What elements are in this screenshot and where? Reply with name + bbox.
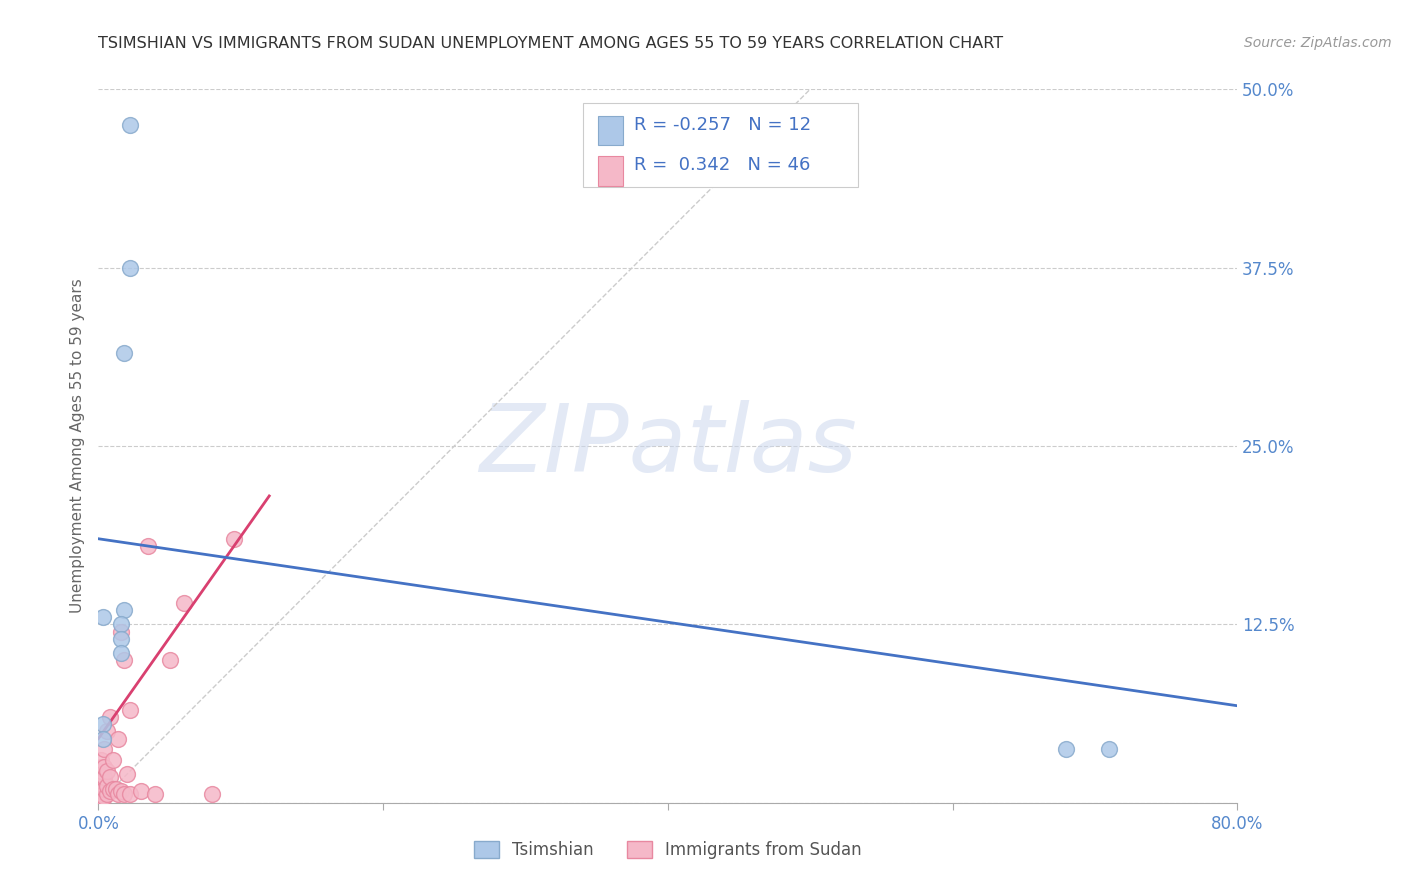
Legend: Tsimshian, Immigrants from Sudan: Tsimshian, Immigrants from Sudan (467, 834, 869, 866)
Point (90, 779, 112, 793)
Point (96, 779, 118, 793)
Point (98, 784, 121, 798)
Point (1098, 741, 1121, 756)
Point (90, 774, 112, 789)
Point (107, 731, 129, 746)
Point (159, 653, 181, 667)
Point (115, 767, 138, 781)
Text: R =  0.342   N = 46: R = 0.342 N = 46 (634, 156, 810, 174)
Point (90, 784, 112, 798)
Point (91, 717, 114, 731)
Text: Source: ZipAtlas.com: Source: ZipAtlas.com (1244, 36, 1392, 50)
Point (110, 632, 132, 646)
Point (201, 787, 224, 801)
Point (112, 346, 135, 360)
Point (93, 741, 115, 756)
Point (129, 784, 152, 798)
Point (222, 532, 245, 546)
Point (93, 790, 115, 805)
Point (107, 787, 129, 801)
Text: R = -0.257   N = 12: R = -0.257 N = 12 (634, 116, 811, 134)
Point (93, 770, 115, 784)
Point (96, 724, 118, 739)
Point (101, 781, 124, 796)
Point (93, 781, 115, 796)
Point (93, 760, 115, 774)
Point (90, 793, 112, 807)
Point (110, 624, 132, 639)
Point (118, 118, 141, 132)
Point (90, 793, 112, 807)
Point (136, 539, 159, 553)
Point (91, 731, 114, 746)
Point (98, 710, 121, 724)
Point (90, 753, 112, 767)
Point (173, 596, 195, 610)
Point (90, 781, 112, 796)
Y-axis label: Unemployment Among Ages 55 to 59 years: Unemployment Among Ages 55 to 59 years (70, 278, 86, 614)
Point (110, 784, 132, 798)
Point (90, 770, 112, 784)
Point (118, 787, 141, 801)
Point (1056, 741, 1078, 756)
Point (96, 764, 118, 779)
Point (90, 760, 112, 774)
Point (90, 767, 112, 781)
Point (112, 787, 135, 801)
Point (112, 653, 135, 667)
Point (90, 764, 112, 779)
Point (90, 790, 112, 805)
Point (118, 260, 141, 275)
Point (110, 617, 132, 632)
Point (104, 781, 127, 796)
Point (90, 787, 112, 801)
Point (90, 793, 112, 807)
Point (110, 646, 132, 660)
Point (101, 753, 124, 767)
Point (91, 610, 114, 624)
Point (90, 793, 112, 807)
Point (112, 603, 135, 617)
Text: ZIPatlas: ZIPatlas (479, 401, 856, 491)
Point (98, 770, 121, 784)
Point (118, 703, 141, 717)
Point (145, 787, 167, 801)
Point (96, 787, 118, 801)
Text: TSIMSHIAN VS IMMIGRANTS FROM SUDAN UNEMPLOYMENT AMONG AGES 55 TO 59 YEARS CORREL: TSIMSHIAN VS IMMIGRANTS FROM SUDAN UNEMP… (98, 36, 1004, 51)
